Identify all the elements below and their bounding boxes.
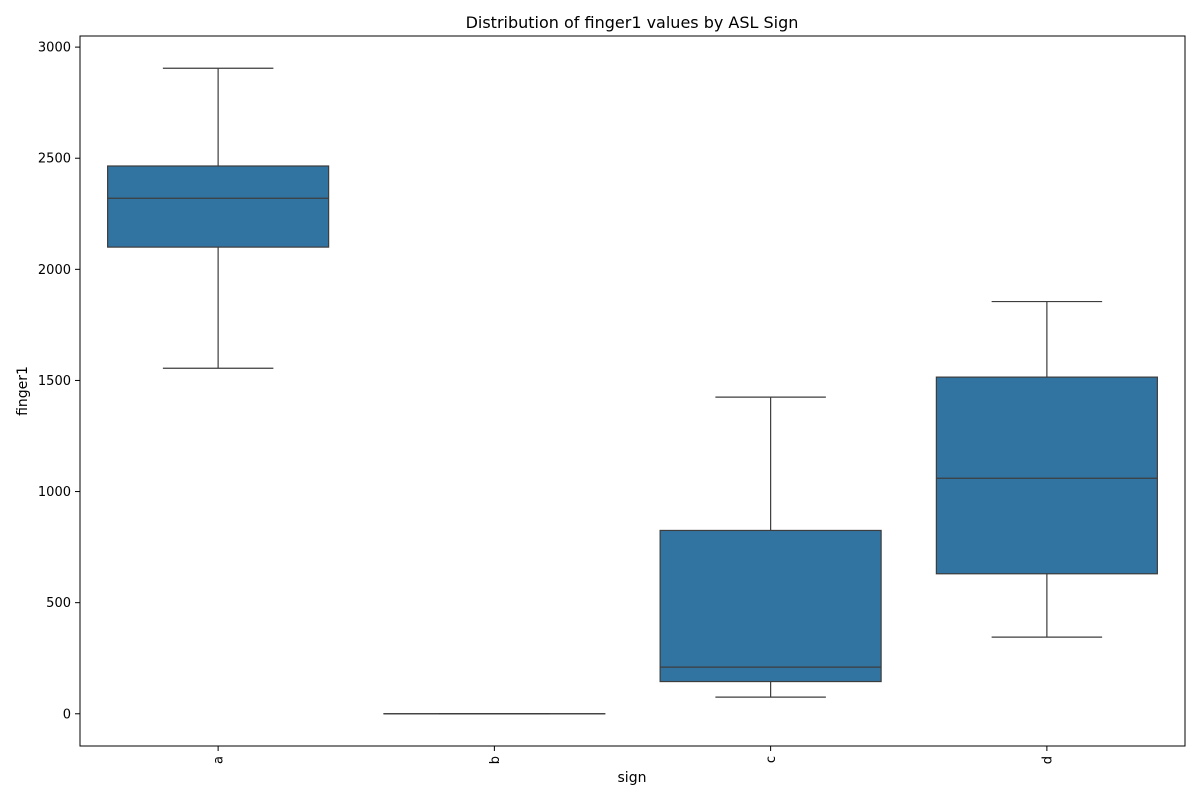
- y-tick-label: 500: [46, 596, 71, 611]
- x-axis-label: sign: [618, 770, 647, 786]
- box-iqr: [107, 165, 330, 248]
- chart-title: Distribution of finger1 values by ASL Si…: [466, 13, 799, 32]
- y-tick-label: 3000: [38, 41, 71, 56]
- y-axis-label: finger1: [15, 366, 31, 416]
- x-tick-label: c: [764, 756, 779, 763]
- box-iqr: [935, 376, 1158, 575]
- plot-frame: [79, 35, 1186, 747]
- y-tick-label: 1000: [38, 485, 71, 500]
- axes: 0 500 1000 1500 2000 2500 3000 a b c d: [38, 35, 1186, 764]
- x-tick-label: d: [1040, 756, 1055, 764]
- box-iqr: [659, 529, 882, 683]
- x-tick-label: b: [488, 756, 503, 764]
- y-tick-label: 1500: [38, 374, 71, 389]
- y-tick-label: 2000: [38, 263, 71, 278]
- boxes: [107, 67, 1158, 715]
- x-tick-label: a: [212, 756, 227, 764]
- y-tick-label: 0: [63, 707, 71, 722]
- y-tick-label: 2500: [38, 152, 71, 167]
